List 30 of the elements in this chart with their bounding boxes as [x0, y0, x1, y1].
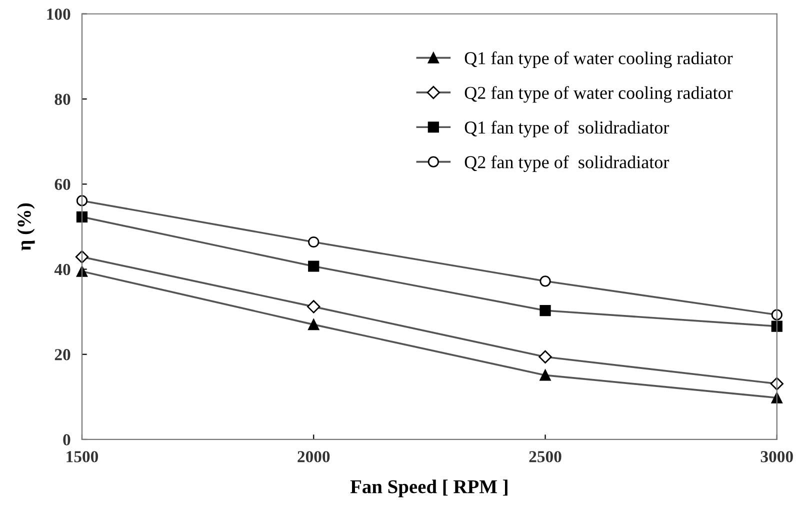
y-tick-label: 0	[63, 434, 70, 446]
point	[540, 276, 551, 287]
x-tick-label: 3000	[760, 451, 793, 462]
y-axis-title: η (%)	[17, 203, 35, 251]
x-tick-label: 2000	[298, 451, 330, 462]
legend-label: Q1 fan type of solidradiator	[464, 120, 670, 138]
x-axis-title: Fan Speed [ RPM ]	[350, 480, 508, 498]
point	[307, 300, 320, 314]
point	[76, 211, 88, 222]
x-tick-label: 2500	[529, 451, 562, 462]
y-tick-label: 60	[54, 178, 70, 190]
legend-label: Q2 fan type of solidradiator	[464, 155, 670, 172]
y-tick-label: 20	[54, 349, 70, 360]
point	[771, 320, 782, 332]
point	[308, 319, 320, 330]
point	[538, 350, 552, 364]
point	[76, 195, 88, 206]
point	[771, 392, 782, 404]
point	[76, 266, 88, 277]
point	[540, 304, 551, 316]
point	[308, 260, 320, 272]
y-tick-label: 40	[54, 264, 70, 276]
point	[540, 370, 551, 381]
legend-label: Q2 fan type of water cooling radiator	[464, 86, 733, 103]
legend-label: Q1 fan type of water cooling radiator	[464, 51, 733, 68]
y-tick-label: 100	[47, 8, 70, 20]
point	[771, 309, 782, 320]
x-tick-label: 1500	[66, 451, 98, 462]
point	[308, 236, 320, 248]
y-tick-label: 80	[54, 94, 70, 105]
